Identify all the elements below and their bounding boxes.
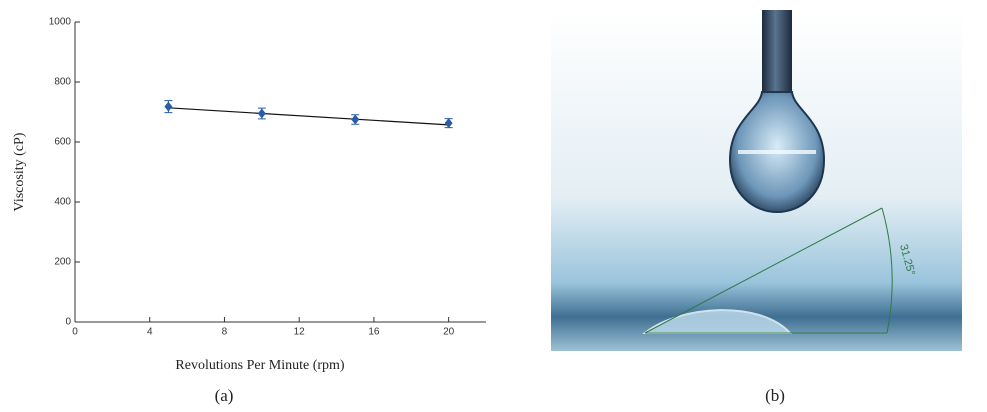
y-tick-label: 800 (54, 77, 71, 88)
data-point (164, 101, 173, 112)
y-tick-label: 1000 (49, 17, 72, 28)
y-axis-label: Viscosity (cP) (12, 132, 27, 211)
x-tick-label: 16 (368, 327, 380, 338)
angle-arc (881, 207, 893, 334)
x-tick-label: 12 (294, 327, 306, 338)
x-tick-label: 0 (72, 327, 78, 338)
x-tick-label: 20 (443, 327, 455, 338)
angle-line (644, 207, 883, 334)
fit-line (168, 107, 449, 126)
needle (762, 10, 792, 95)
data-point (351, 114, 360, 125)
y-tick-label: 400 (54, 197, 71, 208)
x-tick-label: 4 (147, 327, 153, 338)
drop-highlight (738, 150, 816, 154)
y-tick-label: 200 (54, 257, 71, 268)
panel-label: (a) (215, 386, 234, 405)
data-point (257, 108, 266, 119)
panel-label: (b) (765, 386, 785, 405)
x-tick-label: 8 (222, 327, 228, 338)
data-point (444, 118, 453, 129)
x-axis-label: Revolutions Per Minute (rpm) (175, 358, 344, 373)
sessile-drop (642, 309, 793, 334)
photo: 31.25° (551, 10, 962, 351)
y-tick-label: 600 (54, 137, 71, 148)
y-tick-label: 0 (65, 317, 71, 328)
